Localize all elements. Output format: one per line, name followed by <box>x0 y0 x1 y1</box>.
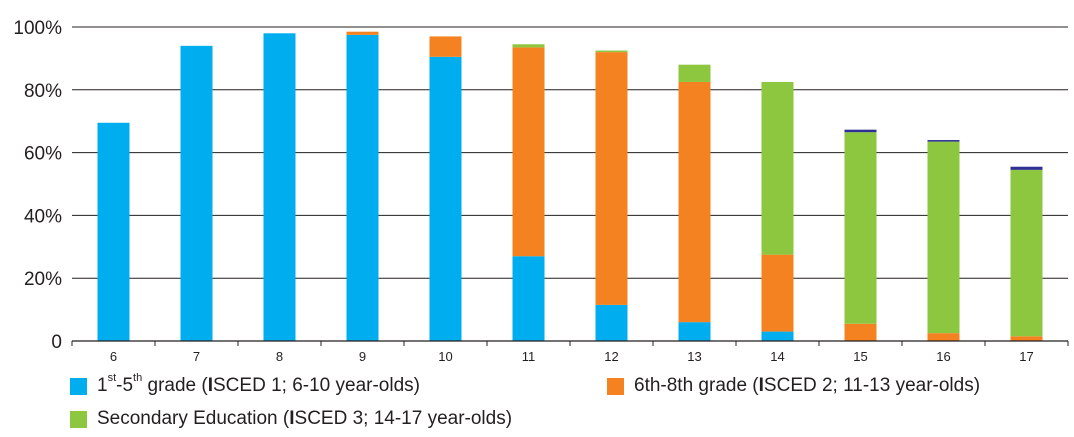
bar-segment-17-series-3 <box>1010 169 1043 337</box>
legend: 1st-5th grade (ISCED 1; 6-10 year-olds) … <box>70 372 1070 436</box>
bar-segment-17-series-2 <box>1010 336 1043 341</box>
bar-segment-12-series-3 <box>595 50 628 53</box>
x-tick-label: 14 <box>770 349 784 364</box>
bar-segment-15-series-4 <box>844 129 877 133</box>
bar-segment-15-series-3 <box>844 132 877 324</box>
x-tick-label: 10 <box>438 349 452 364</box>
bar-segment-6-series-1 <box>97 122 130 342</box>
bar-segment-10-series-2 <box>429 36 462 57</box>
legend-item-isced1: 1st-5th grade (ISCED 1; 6-10 year-olds) <box>70 371 420 397</box>
x-tick-label: 12 <box>604 349 618 364</box>
y-tick-label: 0 <box>51 332 62 353</box>
bar-segment-16-series-2 <box>927 333 960 341</box>
legend-swatch-isced1 <box>70 377 87 395</box>
bar-segment-12-series-2 <box>595 52 628 305</box>
x-tick-label: 13 <box>687 349 701 364</box>
legend-label-isced3: Secondary Education (ISCED 3; 14-17 year… <box>97 408 513 429</box>
x-tick-label: 6 <box>110 349 117 364</box>
bar-segment-17-series-4 <box>1010 166 1043 170</box>
x-tick-label: 15 <box>853 349 867 364</box>
y-tick-label: 40% <box>24 206 62 227</box>
x-tick-label: 17 <box>1019 349 1033 364</box>
x-tick-label: 8 <box>276 349 283 364</box>
bar-segment-9-series-1 <box>346 34 379 341</box>
bar-segment-14-series-2 <box>761 254 794 332</box>
x-tick-label: 7 <box>193 349 200 364</box>
legend-item-isced2: 6th-8th grade (ISCED 2; 11-13 year-olds) <box>607 375 980 397</box>
x-axis-tick-labels: 6 7 8 9 10 11 12 13 14 15 16 17 <box>110 349 1034 364</box>
bar-segment-14-series-1 <box>761 331 794 341</box>
bar-segment-10-series-1 <box>429 56 462 342</box>
legend-swatch-isced2 <box>607 377 624 395</box>
bar-segment-16-series-4 <box>927 140 960 142</box>
bar-segment-9-series-2 <box>346 31 379 35</box>
x-tick-label: 16 <box>936 349 950 364</box>
y-tick-label: 60% <box>24 144 62 165</box>
bar-segment-11-series-2 <box>512 47 545 257</box>
bar-segment-14-series-3 <box>761 81 794 255</box>
stacked-bar-chart: 0 20% 40% 60% 80% 100% 6 7 8 9 10 11 12 13 14 15 16 17 <box>13 18 1069 364</box>
bar-segment-13-series-3 <box>678 64 711 82</box>
y-tick-label: 100% <box>13 18 62 39</box>
bar-segment-8-series-1 <box>263 33 296 341</box>
legend-label-isced1: 1st-5th grade (ISCED 1; 6-10 year-olds) <box>97 371 420 396</box>
legend-item-isced3: Secondary Education (ISCED 3; 14-17 year… <box>70 408 512 430</box>
bar-segment-11-series-1 <box>512 256 545 341</box>
y-axis-tick-labels: 0 20% 40% 60% 80% 100% <box>13 18 62 353</box>
x-tick-label: 9 <box>359 349 366 364</box>
x-tick-label: 11 <box>522 349 536 364</box>
legend-swatch-isced3 <box>70 410 87 428</box>
bar-segment-16-series-3 <box>927 141 960 334</box>
bars <box>97 31 1043 342</box>
bar-segment-11-series-3 <box>512 44 545 48</box>
legend-label-isced2: 6th-8th grade (ISCED 2; 11-13 year-olds) <box>634 375 981 396</box>
y-tick-label: 80% <box>24 81 62 102</box>
axes <box>71 340 1069 346</box>
bar-segment-7-series-1 <box>180 45 213 342</box>
bar-segment-13-series-1 <box>678 322 711 341</box>
y-tick-label: 20% <box>24 269 62 290</box>
bar-segment-13-series-2 <box>678 81 711 323</box>
bar-segment-15-series-2 <box>844 323 877 341</box>
bar-segment-12-series-1 <box>595 304 628 341</box>
gridlines <box>72 26 1068 279</box>
